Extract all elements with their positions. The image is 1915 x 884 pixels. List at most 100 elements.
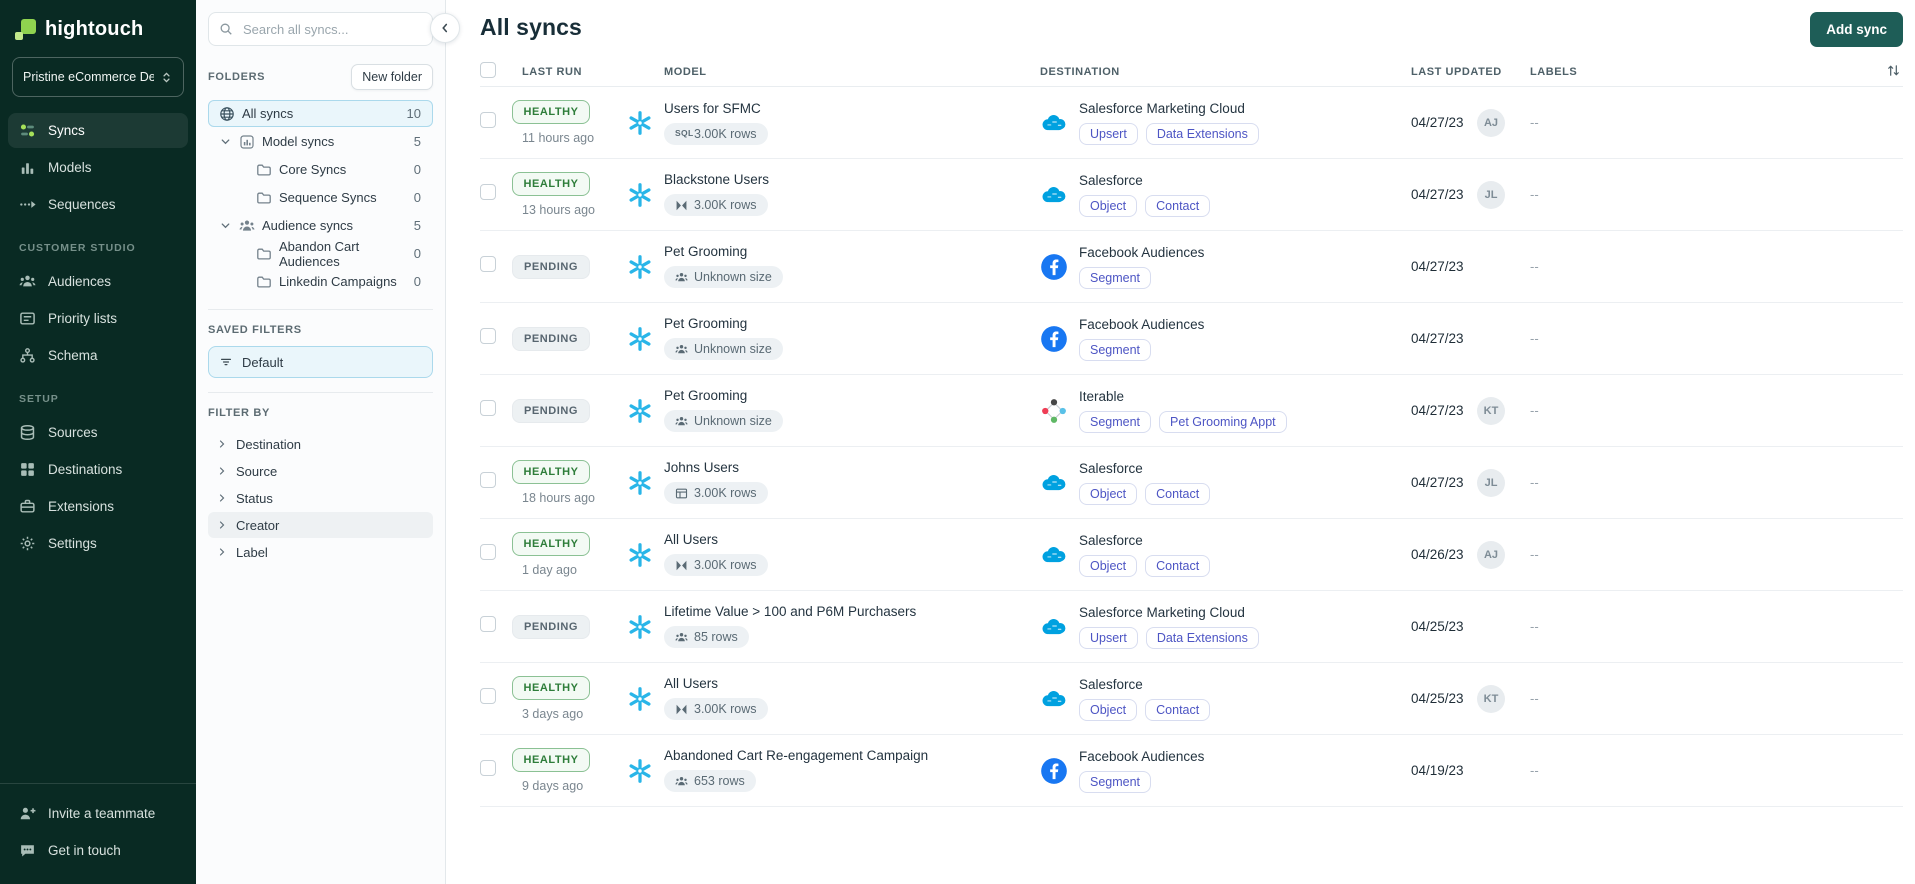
folder-icon: [256, 274, 272, 290]
destination-tags: Object Contact: [1079, 482, 1211, 505]
sidebar-item-sources[interactable]: Sources: [8, 415, 188, 450]
snowflake-icon: [627, 614, 653, 640]
sync-row[interactable]: PENDING Pet Grooming Unknown size Iterable S…: [480, 375, 1903, 447]
folder-label: Core Syncs: [279, 162, 347, 177]
row-checkbox[interactable]: [480, 688, 496, 704]
row-checkbox[interactable]: [480, 256, 496, 272]
salesforce-icon: [1040, 469, 1068, 497]
row-count-pill: 653 rows: [664, 770, 756, 793]
sidebar-item-priority-lists[interactable]: Priority lists: [8, 301, 188, 336]
sidebar-item-schema[interactable]: Schema: [8, 338, 188, 373]
filter-by-destination[interactable]: Destination: [208, 431, 433, 457]
sidebar-item-sequences[interactable]: Sequences: [8, 187, 188, 222]
row-checkbox[interactable]: [480, 328, 496, 344]
model-cell: Lifetime Value > 100 and P6M Purchasers 8…: [629, 604, 1040, 649]
folder-icon: [256, 162, 272, 178]
sidebar-item-extensions[interactable]: Extensions: [8, 489, 188, 524]
folder-item-core-syncs[interactable]: Core Syncs 0: [208, 156, 433, 183]
column-header-last-run: LAST RUN: [522, 65, 583, 78]
row-checkbox[interactable]: [480, 616, 496, 632]
row-checkbox[interactable]: [480, 544, 496, 560]
destination-name: Salesforce Marketing Cloud: [1079, 100, 1245, 116]
last-run-cell: HEALTHY 13 hours ago: [512, 172, 664, 217]
last-updated-date: 04/27/23: [1411, 187, 1464, 202]
filter-by-source[interactable]: Source: [208, 458, 433, 484]
hightouch-logo[interactable]: hightouch: [0, 14, 196, 57]
filter-by-creator[interactable]: Creator: [208, 512, 433, 538]
sidebar-item-destinations[interactable]: Destinations: [8, 452, 188, 487]
folder-item-all-syncs[interactable]: All syncs 10: [208, 100, 433, 127]
sync-row[interactable]: HEALTHY 13 hours ago Blackstone Users 3.00K…: [480, 159, 1903, 231]
destination-tags: Object Contact: [1079, 554, 1211, 577]
labels-value: --: [1530, 618, 1539, 634]
destination-tag: Upsert: [1079, 122, 1138, 145]
facebook-icon: [1040, 253, 1068, 281]
search-input[interactable]: [241, 20, 422, 38]
filter-by-label[interactable]: Label: [208, 539, 433, 565]
last-updated-date: 04/27/23: [1411, 259, 1464, 274]
status-badge: HEALTHY: [512, 460, 590, 484]
salesforce-icon: [1040, 181, 1068, 209]
globe-icon: [219, 106, 235, 122]
status-badge: HEALTHY: [512, 532, 590, 556]
folder-icon: [256, 190, 272, 206]
destination-cell: Salesforce Object Contact: [1040, 461, 1411, 505]
row-checkbox[interactable]: [480, 112, 496, 128]
sync-row[interactable]: PENDING Pet Grooming Unknown size Facebook …: [480, 303, 1903, 375]
logo-text: hightouch: [45, 18, 144, 40]
model-name: Abandoned Cart Re-engagement Campaign: [664, 748, 929, 764]
filter-by-title: FILTER BY: [208, 407, 270, 419]
sync-row[interactable]: HEALTHY 9 days ago Abandoned Cart Re-engag…: [480, 735, 1903, 807]
last-run-time: 11 hours ago: [522, 131, 595, 145]
workspace-selector[interactable]: Pristine eCommerce De...: [12, 57, 184, 97]
sidebar-item-syncs[interactable]: Syncs: [8, 113, 188, 148]
row-checkbox[interactable]: [480, 472, 496, 488]
status-badge: PENDING: [512, 254, 590, 279]
folder-item-audience-syncs[interactable]: Audience syncs 5: [208, 212, 433, 239]
destination-cell: Facebook Audiences Segment: [1040, 317, 1411, 361]
folder-count: 0: [413, 162, 421, 177]
destination-name: Facebook Audiences: [1079, 316, 1205, 332]
sidebar-item-settings[interactable]: Settings: [8, 526, 188, 561]
table-icon: [675, 487, 688, 500]
collapse-panel-button[interactable]: [430, 13, 460, 43]
destination-tag: Data Extensions: [1145, 626, 1259, 649]
sync-row[interactable]: HEALTHY 18 hours ago Johns Users 3.00K rows…: [480, 447, 1903, 519]
folder-item-linkedin-campaigns[interactable]: Linkedin Campaigns 0: [208, 268, 433, 295]
row-checkbox[interactable]: [480, 184, 496, 200]
sort-button[interactable]: [1886, 63, 1901, 81]
destination-name: Salesforce: [1079, 172, 1143, 188]
add-sync-button[interactable]: Add sync: [1810, 12, 1903, 47]
sidebar-item-label: Sources: [48, 425, 98, 440]
filter-icon: [219, 355, 233, 369]
snowflake-icon: [627, 182, 653, 208]
chevron-right-icon: [216, 438, 228, 450]
sync-row[interactable]: HEALTHY 11 hours ago Users for SFMC SQL 3.00…: [480, 87, 1903, 159]
row-checkbox[interactable]: [480, 400, 496, 416]
invite-icon: [19, 805, 36, 822]
destination-tag: Segment: [1079, 266, 1152, 289]
sidebar-item-models[interactable]: Models: [8, 150, 188, 185]
new-folder-button[interactable]: New folder: [351, 64, 433, 90]
folder-item-sequence-syncs[interactable]: Sequence Syncs 0: [208, 184, 433, 211]
avatar: KT: [1477, 684, 1505, 713]
saved-filter-default[interactable]: Default: [208, 346, 433, 378]
row-checkbox[interactable]: [480, 760, 496, 776]
filter-by-status[interactable]: Status: [208, 485, 433, 511]
folder-item-model-syncs[interactable]: Model syncs 5: [208, 128, 433, 155]
sync-row[interactable]: HEALTHY 3 days ago All Users 3.00K rows Sale…: [480, 663, 1903, 735]
sidebar-item-audiences[interactable]: Audiences: [8, 264, 188, 299]
sync-row[interactable]: PENDING Lifetime Value > 100 and P6M Purc…: [480, 591, 1903, 663]
destination-tag: Contact: [1145, 554, 1211, 577]
filter-label: Destination: [236, 436, 302, 452]
sync-row[interactable]: PENDING Pet Grooming Unknown size Facebook …: [480, 231, 1903, 303]
sidebar-item-label: Get in touch: [48, 843, 121, 858]
audience-icon: [675, 631, 688, 644]
sidebar-item-invite-a-teammate[interactable]: Invite a teammate: [8, 796, 188, 831]
folder-label: Linkedin Campaigns: [279, 274, 397, 289]
snowflake-icon: [627, 110, 653, 136]
sync-row[interactable]: HEALTHY 1 day ago All Users 3.00K rows Sales…: [480, 519, 1903, 591]
folder-item-abandon-cart-audiences[interactable]: Abandon Cart Audiences 0: [208, 239, 433, 269]
sidebar-item-get-in-touch[interactable]: Get in touch: [8, 833, 188, 868]
select-all-checkbox[interactable]: [480, 62, 496, 78]
